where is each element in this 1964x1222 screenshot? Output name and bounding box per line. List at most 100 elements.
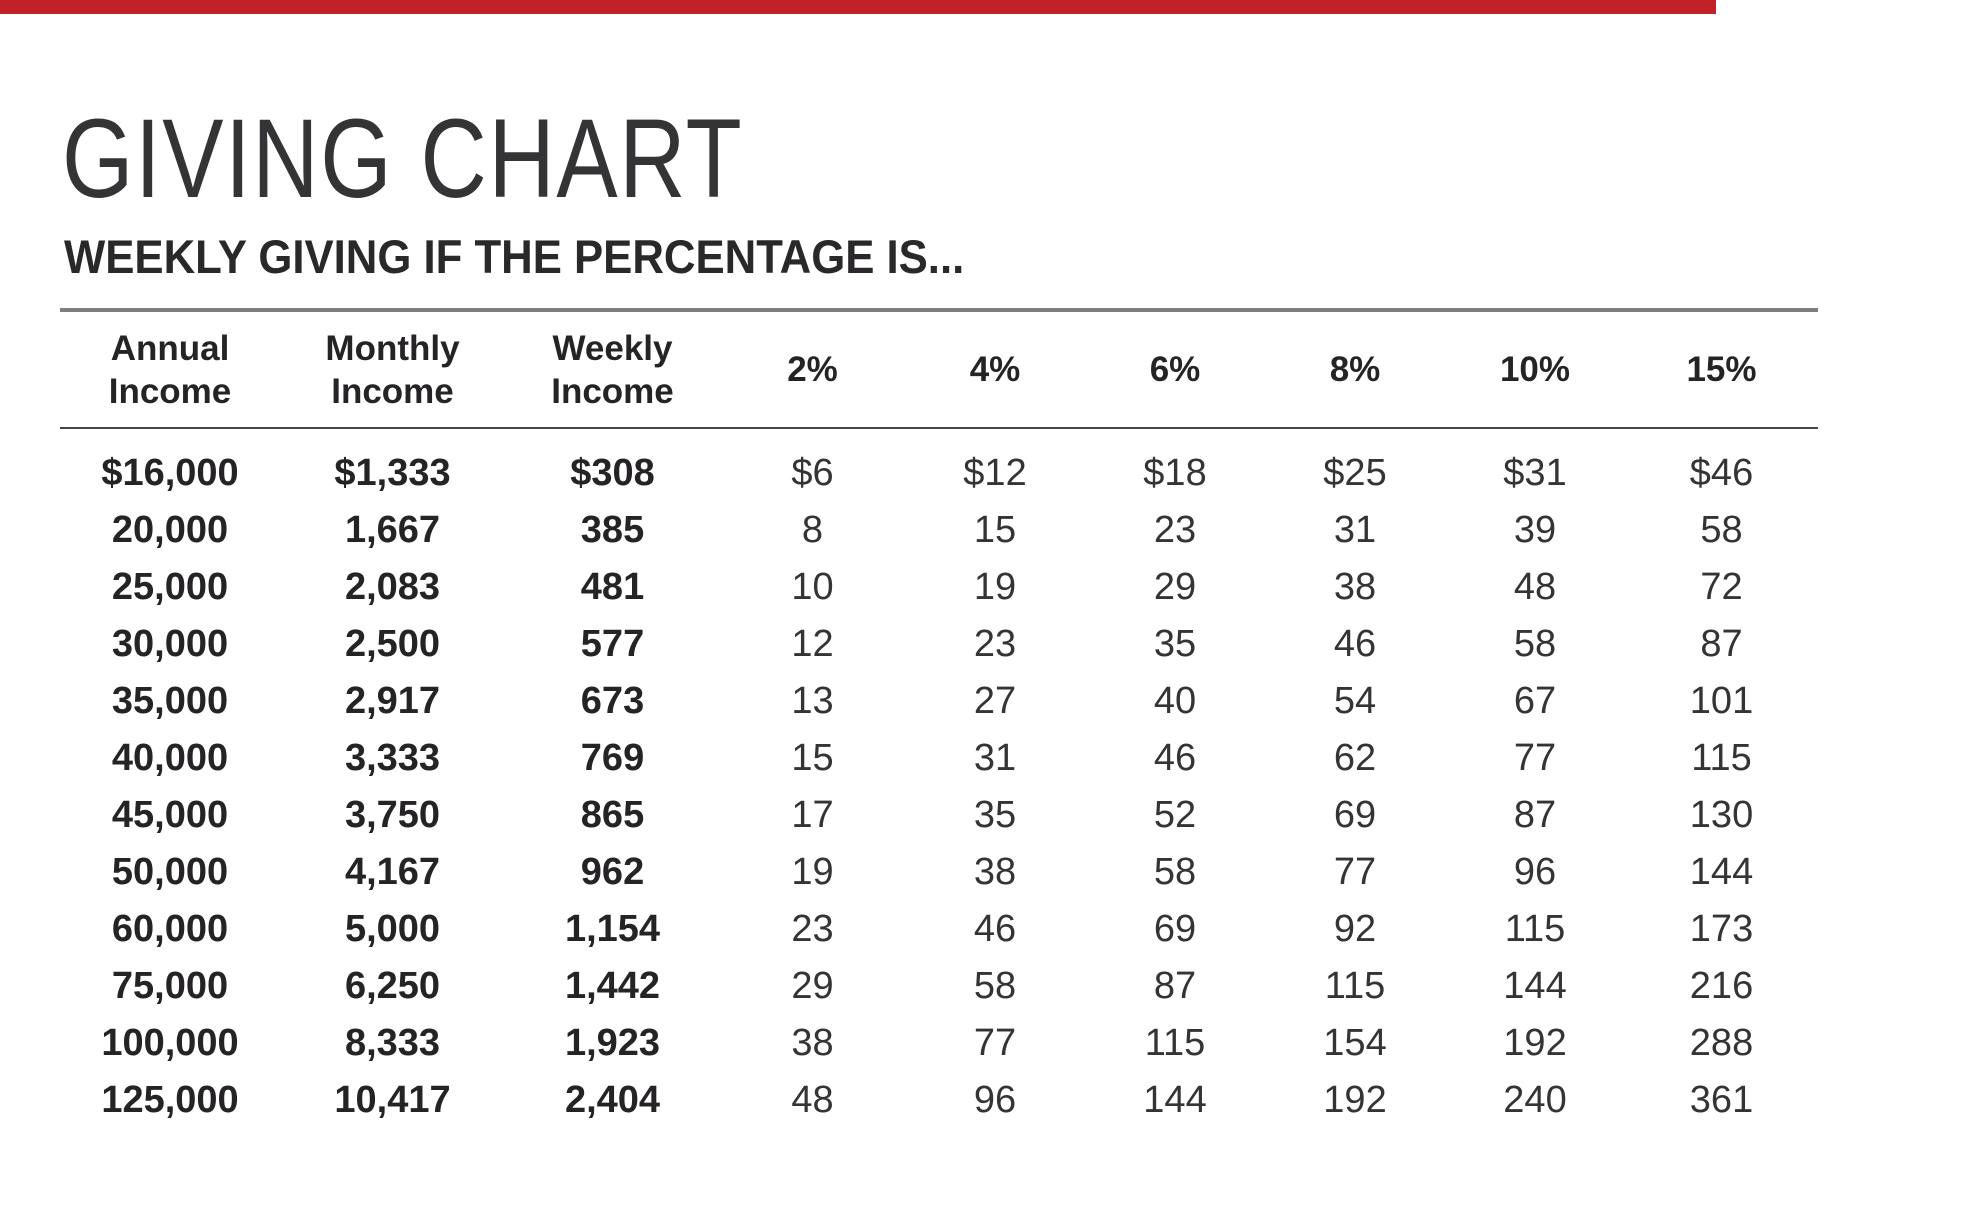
income-cell: 75,000 [111, 965, 229, 1008]
page-title: GIVING CHART [62, 96, 744, 221]
giving-amount-cell: 58 [1700, 509, 1743, 552]
income-cell: 3,750 [344, 794, 441, 837]
giving-amount-cell: 54 [1333, 680, 1377, 723]
giving-amount-cell: $46 [1689, 452, 1754, 495]
col-header-annual-income: Annual Income [60, 310, 280, 430]
table-row: $16,000 $1,333 $308 $6 $12 $18 $25 $31 $46 [60, 428, 1818, 502]
giving-amount-cell: 52 [1153, 794, 1197, 837]
giving-amount-cell: 23 [973, 623, 1017, 666]
giving-amount-cell: 87 [1513, 794, 1557, 837]
giving-amount-cell: $18 [1143, 452, 1207, 495]
income-cell: 8,333 [344, 1022, 441, 1065]
giving-amount-cell: 154 [1323, 1022, 1387, 1065]
giving-amount-cell: $31 [1503, 452, 1567, 495]
col-header-4-percent: 4% [905, 310, 1085, 430]
giving-amount-cell: 58 [1153, 851, 1197, 894]
income-cell: 2,917 [344, 680, 441, 723]
table-row: 30,000 2,500 577 12 23 35 46 58 87 [60, 616, 1818, 673]
income-cell: 3,333 [344, 737, 441, 780]
giving-amount-cell: 8 [801, 509, 824, 552]
col-header-10-percent: 10% [1445, 310, 1625, 430]
giving-amount-cell: 19 [791, 851, 834, 894]
giving-amount-cell: 17 [791, 794, 834, 837]
table-row: 60,000 5,000 1,154 23 46 69 92 115 173 [60, 901, 1818, 958]
giving-amount-cell: 62 [1333, 737, 1377, 780]
col-header-weekly-income: Weekly Income [505, 310, 720, 430]
giving-amount-cell: 15 [791, 737, 834, 780]
giving-amount-cell: 46 [1333, 623, 1377, 666]
giving-amount-cell: 10 [791, 566, 834, 609]
income-cell: 673 [580, 680, 645, 723]
income-cell: 40,000 [111, 737, 229, 780]
giving-amount-cell: 12 [791, 623, 834, 666]
giving-amount-cell: $12 [963, 452, 1027, 495]
giving-amount-cell: 192 [1503, 1022, 1567, 1065]
giving-amount-cell: 69 [1333, 794, 1377, 837]
accent-bar [0, 0, 1716, 14]
income-cell: 30,000 [111, 623, 229, 666]
giving-amount-cell: 69 [1153, 908, 1197, 951]
giving-amount-cell: 240 [1503, 1079, 1567, 1122]
giving-amount-cell: 40 [1153, 680, 1197, 723]
col-header-6-percent: 6% [1085, 310, 1265, 430]
income-cell: $308 [570, 452, 655, 495]
income-cell: 865 [580, 794, 645, 837]
giving-amount-cell: 23 [791, 908, 834, 951]
giving-amount-cell: 216 [1689, 965, 1754, 1008]
income-cell: 962 [580, 851, 645, 894]
giving-amount-cell: 173 [1689, 908, 1754, 951]
income-cell: 2,500 [344, 623, 441, 666]
income-cell: 385 [580, 509, 645, 552]
income-cell: 1,154 [564, 908, 661, 951]
giving-amount-cell: 96 [1513, 851, 1557, 894]
giving-amount-cell: $25 [1323, 452, 1387, 495]
giving-amount-cell: 13 [791, 680, 834, 723]
giving-amount-cell: 48 [791, 1079, 834, 1122]
giving-amount-cell: 29 [791, 965, 834, 1008]
giving-amount-cell: 39 [1513, 509, 1557, 552]
income-cell: 1,667 [344, 509, 441, 552]
page-subtitle: WEEKLY GIVING IF THE PERCENTAGE IS... [64, 230, 965, 283]
giving-amount-cell: 48 [1513, 566, 1557, 609]
table-row: 45,000 3,750 865 17 35 52 69 87 130 [60, 787, 1818, 844]
col-header-2-percent: 2% [720, 310, 905, 430]
income-cell: 35,000 [111, 680, 229, 723]
giving-amount-cell: 101 [1689, 680, 1754, 723]
giving-amount-cell: 38 [1333, 566, 1377, 609]
giving-amount-cell: 19 [973, 566, 1017, 609]
income-cell: 25,000 [111, 566, 229, 609]
income-cell: 1,923 [564, 1022, 661, 1065]
income-cell: 5,000 [344, 908, 441, 951]
giving-amount-cell: 92 [1333, 908, 1377, 951]
giving-amount-cell: 58 [1513, 623, 1557, 666]
income-cell: 4,167 [344, 851, 441, 894]
col-header-15-percent: 15% [1625, 310, 1818, 430]
income-cell: 45,000 [111, 794, 229, 837]
income-cell: 481 [580, 566, 645, 609]
giving-amount-cell: 361 [1689, 1079, 1754, 1122]
giving-amount-cell: 144 [1503, 965, 1567, 1008]
income-cell: 125,000 [101, 1079, 239, 1122]
giving-amount-cell: 46 [1153, 737, 1197, 780]
giving-amount-cell: 77 [1513, 737, 1557, 780]
giving-amount-cell: 35 [1153, 623, 1197, 666]
giving-amount-cell: 58 [973, 965, 1017, 1008]
giving-amount-cell: 46 [973, 908, 1017, 951]
giving-amount-cell: 31 [973, 737, 1017, 780]
income-cell: 10,417 [334, 1079, 451, 1122]
income-cell: 577 [580, 623, 645, 666]
giving-amount-cell: 115 [1144, 1022, 1206, 1065]
giving-amount-cell: 130 [1689, 794, 1754, 837]
table-row: 50,000 4,167 962 19 38 58 77 96 144 [60, 844, 1818, 901]
giving-amount-cell: 27 [973, 680, 1017, 723]
income-cell: 2,404 [564, 1079, 661, 1122]
income-cell: 20,000 [111, 509, 229, 552]
col-header-8-percent: 8% [1265, 310, 1445, 430]
income-cell: $1,333 [334, 452, 451, 495]
table-row: 25,000 2,083 481 10 19 29 38 48 72 [60, 559, 1818, 616]
income-cell: 60,000 [111, 908, 229, 951]
giving-amount-cell: 115 [1691, 737, 1752, 780]
giving-amount-cell: 29 [1153, 566, 1197, 609]
income-cell: 6,250 [344, 965, 441, 1008]
income-cell: 769 [580, 737, 645, 780]
